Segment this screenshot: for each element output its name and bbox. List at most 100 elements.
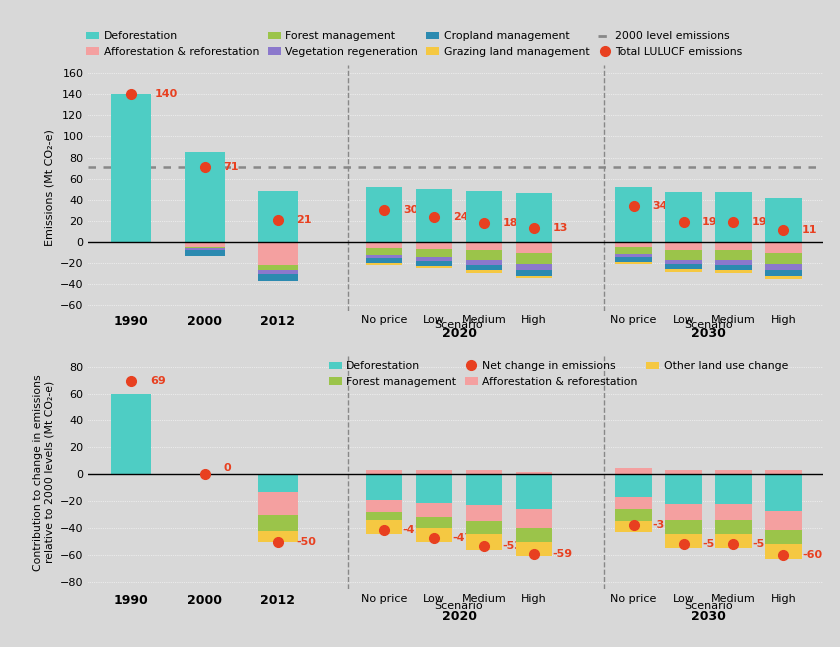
Bar (465, 505, 502, 521)
Bar (258, 474, 297, 492)
Bar (465, 521, 502, 534)
Text: 2020: 2020 (442, 327, 476, 340)
Bar (366, 500, 402, 512)
Bar (366, 470, 402, 474)
Bar (715, 470, 752, 474)
Bar (185, 152, 224, 242)
Bar (765, 264, 801, 270)
Bar (258, 265, 297, 270)
Bar (765, 270, 801, 276)
Bar (416, 249, 453, 257)
Bar (416, 518, 453, 528)
Bar (616, 474, 652, 497)
Text: Scenario: Scenario (435, 320, 483, 330)
Bar (665, 264, 701, 269)
Bar (715, 270, 752, 272)
Bar (715, 192, 752, 242)
Text: 69: 69 (150, 377, 165, 386)
Bar (616, 254, 652, 257)
Bar (516, 264, 552, 270)
Bar (665, 250, 701, 260)
Bar (715, 534, 752, 549)
Bar (616, 521, 652, 532)
Bar (715, 250, 752, 260)
Bar (416, 528, 453, 542)
Text: 19: 19 (702, 217, 717, 227)
Bar (665, 534, 701, 549)
Y-axis label: Emissions (Mt CO₂-e): Emissions (Mt CO₂-e) (45, 129, 55, 246)
Text: -47: -47 (453, 532, 473, 543)
Bar (715, 474, 752, 504)
Bar (516, 528, 552, 542)
Text: -53: -53 (502, 541, 522, 551)
Bar (258, 242, 297, 265)
Bar (185, 250, 224, 256)
Text: -52: -52 (702, 540, 722, 549)
Legend: Deforestation, Afforestation & reforestation, Forest management, Vegetation rege: Deforestation, Afforestation & reforesta… (87, 32, 743, 57)
Bar (616, 262, 652, 264)
Text: 18: 18 (502, 218, 518, 228)
Text: 34: 34 (652, 201, 668, 211)
Bar (416, 267, 453, 269)
Bar (416, 257, 453, 261)
Bar (665, 192, 701, 242)
Text: -50: -50 (297, 536, 317, 547)
Bar (665, 474, 701, 504)
Bar (258, 192, 297, 242)
Bar (616, 187, 652, 242)
Bar (616, 497, 652, 509)
Text: 24: 24 (453, 212, 469, 222)
Bar (185, 242, 224, 247)
Bar (366, 187, 402, 242)
Bar (366, 255, 402, 258)
Bar (516, 242, 552, 252)
Text: -59: -59 (553, 549, 573, 559)
Bar (366, 242, 402, 248)
Bar (616, 242, 652, 247)
Bar (258, 270, 297, 274)
Bar (715, 504, 752, 520)
Bar (765, 242, 801, 252)
Text: 71: 71 (223, 162, 239, 172)
Bar (765, 510, 801, 529)
Bar (516, 474, 552, 509)
Bar (516, 276, 552, 278)
Bar (765, 276, 801, 279)
Bar (516, 270, 552, 276)
Bar (416, 503, 453, 518)
Bar (366, 258, 402, 263)
Text: Scenario: Scenario (684, 601, 732, 611)
Bar (616, 247, 652, 254)
Bar (516, 542, 552, 556)
Text: Scenario: Scenario (684, 320, 732, 330)
Bar (665, 260, 701, 264)
Bar (112, 94, 151, 242)
Text: -38: -38 (652, 520, 672, 531)
Text: 0: 0 (223, 463, 231, 473)
Text: 11: 11 (802, 225, 817, 236)
Bar (416, 470, 453, 474)
Text: 30: 30 (403, 205, 418, 215)
Text: 140: 140 (155, 89, 178, 99)
Bar (765, 470, 801, 474)
Bar (465, 192, 502, 242)
Bar (465, 242, 502, 250)
Y-axis label: Contribution to change in emissions
relative to 2000 levels (Mt CO₂-e): Contribution to change in emissions rela… (33, 374, 55, 571)
Bar (715, 265, 752, 270)
Bar (416, 189, 453, 242)
Bar (416, 261, 453, 267)
Bar (765, 252, 801, 264)
Bar (765, 544, 801, 559)
Text: 21: 21 (297, 215, 312, 225)
Bar (665, 470, 701, 474)
Bar (715, 520, 752, 534)
Bar (366, 512, 402, 520)
Bar (185, 248, 224, 250)
Text: 2030: 2030 (691, 327, 726, 340)
Bar (665, 504, 701, 520)
Bar (258, 274, 297, 281)
Text: -52: -52 (752, 540, 772, 549)
Text: 2020: 2020 (442, 610, 476, 623)
Bar (516, 193, 552, 242)
Bar (416, 242, 453, 249)
